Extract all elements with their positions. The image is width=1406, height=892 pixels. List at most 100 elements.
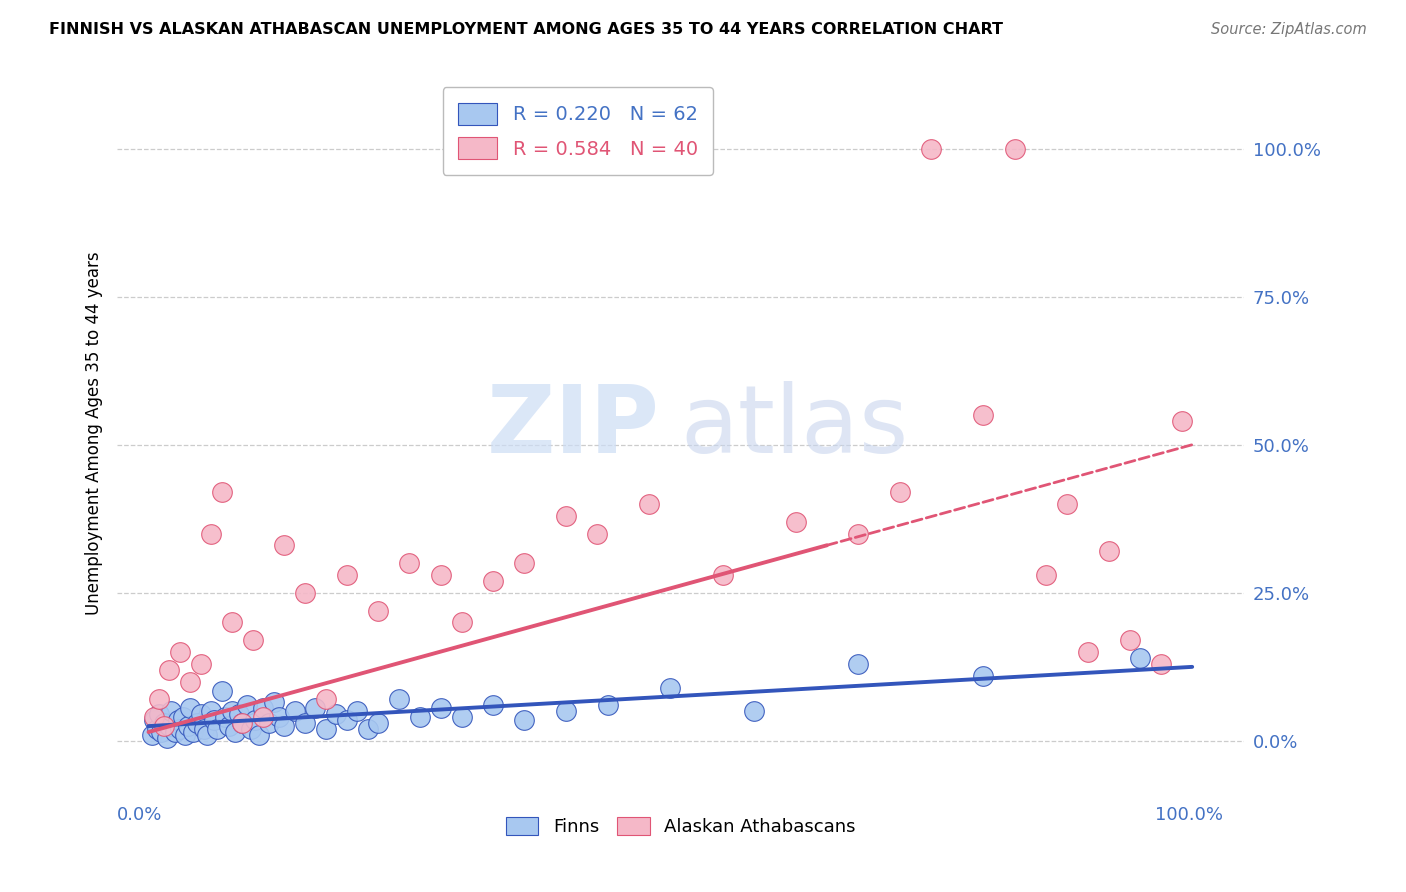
Point [211,683,233,698]
Point [150,725,173,739]
Point [596,698,619,713]
Point [157,663,180,677]
Point [231,716,253,731]
Point [367,716,389,731]
Point [513,713,536,727]
Point [409,710,432,724]
Point [513,556,536,570]
Legend: R = 0.220   N = 62, R = 0.584   N = 40: R = 0.220 N = 62, R = 0.584 N = 40 [443,87,713,175]
Point [367,604,389,618]
Point [304,701,326,715]
Point [169,645,191,659]
Point [146,722,169,736]
Point [1118,633,1140,648]
Point [177,719,200,733]
Point [207,722,229,736]
Point [294,586,316,600]
Point [141,728,163,742]
Point [357,722,380,736]
Point [1098,544,1121,558]
Point [555,704,578,718]
Point [200,526,222,541]
Point [190,657,212,671]
Point [263,695,285,709]
Text: 0.0%: 0.0% [117,806,163,824]
Point [555,508,578,523]
Text: 100.0%: 100.0% [1156,806,1223,824]
Point [482,574,505,588]
Point [450,710,472,724]
Point [242,633,264,648]
Point [1004,142,1026,156]
Y-axis label: Unemployment Among Ages 35 to 44 years: Unemployment Among Ages 35 to 44 years [86,251,103,615]
Point [284,704,307,718]
Point [247,728,270,742]
Point [1129,651,1152,665]
Point [398,556,420,570]
Point [450,615,472,630]
Point [1150,657,1173,671]
Point [972,669,994,683]
Point [252,710,274,724]
Point [193,722,215,736]
Point [142,713,165,727]
Point [346,704,368,718]
Point [294,716,316,731]
Point [202,713,225,727]
Point [235,698,257,713]
Point [325,707,347,722]
Point [889,485,911,500]
Point [920,142,942,156]
Point [163,725,186,739]
Point [273,719,295,733]
Point [638,497,661,511]
Point [195,728,218,742]
Text: atlas: atlas [681,381,910,473]
Point [429,701,451,715]
Point [315,692,337,706]
Point [388,692,411,706]
Point [267,710,290,724]
Point [252,701,274,715]
Point [336,713,359,727]
Point [169,722,191,736]
Point [221,704,243,718]
Point [200,704,222,718]
Point [142,710,165,724]
Point [221,615,243,630]
Point [846,657,869,671]
Point [1056,497,1078,511]
Point [153,716,176,731]
Point [239,722,262,736]
Point [179,701,201,715]
Point [186,716,208,731]
Point [231,716,253,731]
Point [214,710,236,724]
Point [972,408,994,422]
Point [243,713,266,727]
Point [659,681,682,695]
Point [429,568,451,582]
Text: Source: ZipAtlas.com: Source: ZipAtlas.com [1211,22,1367,37]
Point [785,515,807,529]
Point [482,698,505,713]
Point [586,526,609,541]
Point [183,725,205,739]
Point [846,526,869,541]
Point [157,719,180,733]
Point [190,707,212,722]
Text: FINNISH VS ALASKAN ATHABASCAN UNEMPLOYMENT AMONG AGES 35 TO 44 YEARS CORRELATION: FINNISH VS ALASKAN ATHABASCAN UNEMPLOYME… [49,22,1004,37]
Point [1171,414,1194,428]
Point [228,707,250,722]
Point [315,722,337,736]
Point [172,710,194,724]
Point [156,731,179,745]
Point [153,719,176,733]
Text: ZIP: ZIP [486,381,659,473]
Point [742,704,765,718]
Point [273,538,295,552]
Point [148,707,170,722]
Point [211,485,233,500]
Point [148,692,170,706]
Point [336,568,359,582]
